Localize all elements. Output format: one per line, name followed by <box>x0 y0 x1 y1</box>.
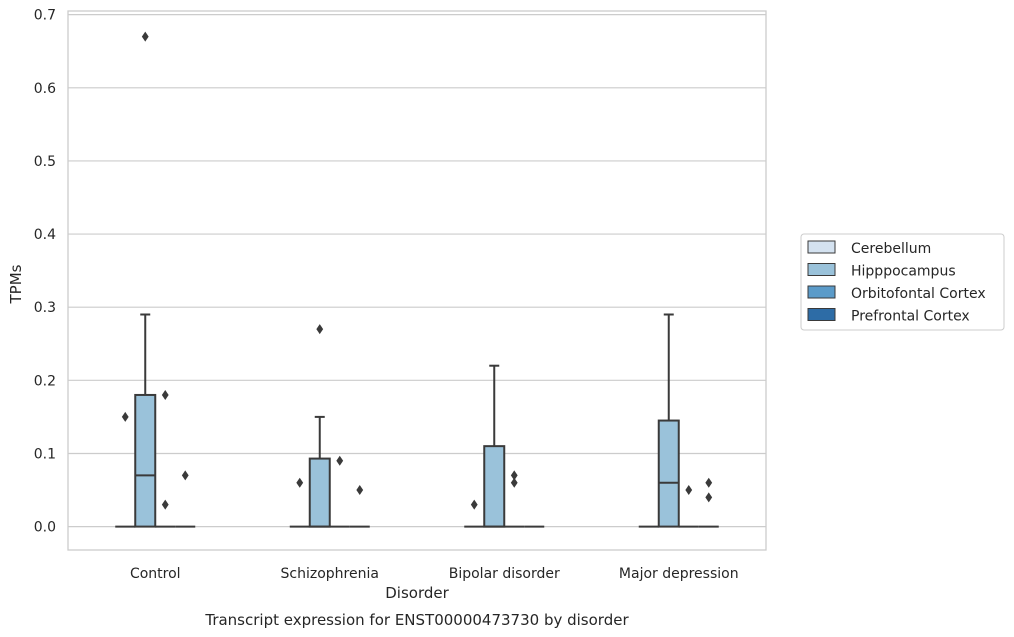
y-tick-label: 0.3 <box>34 300 56 316</box>
outlier-point <box>336 455 344 466</box>
y-tick-label: 0.5 <box>34 154 56 170</box>
outlier-point <box>121 411 129 422</box>
plot-frame <box>67 10 767 551</box>
outlier-point <box>356 485 364 496</box>
box <box>308 457 331 528</box>
gridlines <box>68 14 766 528</box>
legend-frame <box>800 233 1005 331</box>
outlier-point <box>470 499 478 510</box>
legend-swatch <box>807 285 836 299</box>
x-tick-label: Schizophrenia <box>281 566 379 582</box>
x-tick-label: Major depression <box>619 566 739 582</box>
x-tick-label: Bipolar disorder <box>449 566 560 582</box>
y-tick-label: 0.1 <box>34 446 56 462</box>
box-group <box>657 313 680 528</box>
outlier-markers <box>121 31 713 510</box>
outlier-point <box>705 492 713 503</box>
x-tick-labels: Control Schizophrenia Bipolar disorder Majo… <box>130 566 739 582</box>
box <box>483 445 506 528</box>
y-axis-title: TPMs <box>7 264 25 304</box>
outlier-point <box>705 477 713 488</box>
legend-swatch <box>807 308 836 321</box>
legend-label: Prefrontal Cortex <box>851 309 970 325</box>
y-tick-label: 0.4 <box>34 227 56 243</box>
box <box>134 393 157 528</box>
legend: Cerebellum Hipppocampus Orbitofontal Corte… <box>800 233 1005 331</box>
legend-swatch <box>807 240 836 254</box>
outlier-point <box>141 31 149 42</box>
box-group <box>483 364 506 528</box>
box-group <box>134 313 157 528</box>
legend-label: Cerebellum <box>851 241 931 257</box>
y-tick-label: 0.7 <box>34 8 56 24</box>
outlier-point <box>296 477 304 488</box>
chart-caption: Transcript expression for ENST0000047373… <box>204 611 629 629</box>
legend-label: Hipppocampus <box>851 264 956 280</box>
y-tick-label: 0.6 <box>34 81 56 97</box>
outlier-point <box>181 470 189 481</box>
box-series <box>115 313 719 528</box>
y-tick-label: 0.2 <box>34 373 56 389</box>
legend-items: Cerebellum Hipppocampus Orbitofontal Corte… <box>807 240 986 325</box>
outlier-point <box>316 324 324 335</box>
y-tick-labels: 0.0 0.1 0.2 0.3 0.4 0.5 0.6 0.7 <box>34 8 56 536</box>
box <box>657 419 680 528</box>
outlier-point <box>161 389 169 400</box>
outlier-point <box>161 499 169 510</box>
x-tick-label: Control <box>130 566 181 582</box>
outlier-point <box>510 477 518 488</box>
x-axis-title: Disorder <box>385 584 449 602</box>
box-group <box>308 415 331 528</box>
legend-swatch <box>807 263 836 276</box>
outlier-point <box>510 470 518 481</box>
outlier-point <box>685 485 693 496</box>
legend-label: Orbitofontal Cortex <box>851 286 986 302</box>
y-tick-label: 0.0 <box>34 520 56 536</box>
